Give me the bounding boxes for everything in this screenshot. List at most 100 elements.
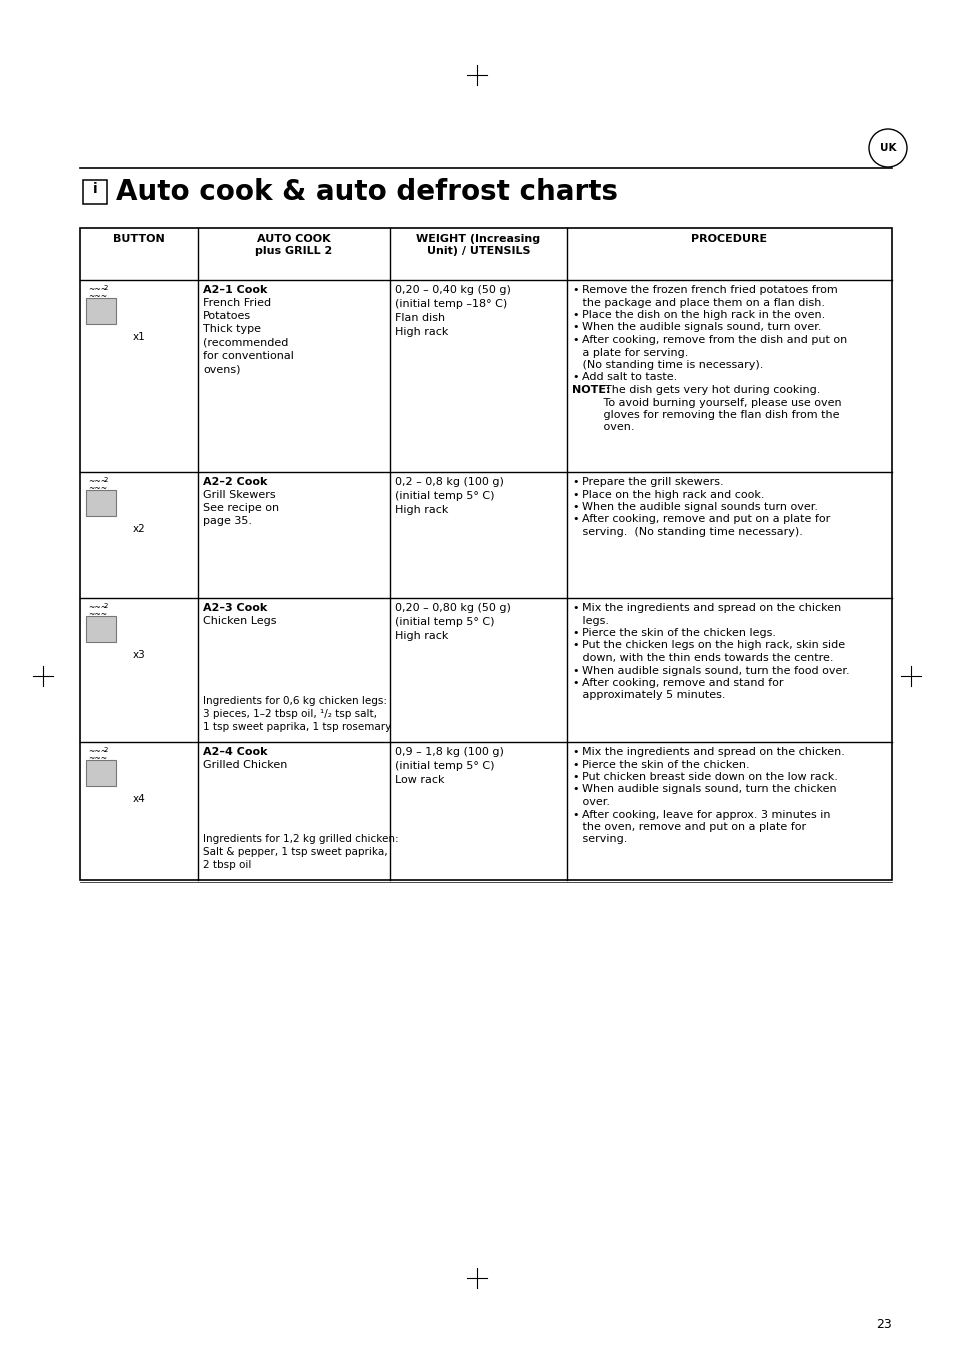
- Text: a plate for serving.: a plate for serving.: [572, 347, 688, 358]
- Text: 3 pieces, 1–2 tbsp oil, ¹/₂ tsp salt,: 3 pieces, 1–2 tbsp oil, ¹/₂ tsp salt,: [203, 709, 376, 719]
- Text: 2: 2: [104, 285, 109, 290]
- Text: Place the dish on the high rack in the oven.: Place the dish on the high rack in the o…: [581, 309, 824, 320]
- Text: French Fried
Potatoes
Thick type
(recommended
for conventional
ovens): French Fried Potatoes Thick type (recomm…: [203, 299, 294, 374]
- Text: Put chicken breast side down on the low rack.: Put chicken breast side down on the low …: [581, 771, 837, 782]
- Text: BUTTON: BUTTON: [113, 234, 165, 245]
- Text: •: •: [572, 666, 578, 676]
- Text: Mix the ingredients and spread on the chicken.: Mix the ingredients and spread on the ch…: [581, 747, 844, 757]
- Text: 2: 2: [104, 747, 109, 753]
- Text: 0,9 – 1,8 kg (100 g)
(initial temp 5° C)
Low rack: 0,9 – 1,8 kg (100 g) (initial temp 5° C)…: [395, 747, 503, 785]
- Text: i: i: [92, 182, 97, 196]
- Text: •: •: [572, 373, 578, 382]
- Text: ~~~: ~~~: [88, 285, 107, 295]
- Text: •: •: [572, 603, 578, 613]
- Text: PROCEDURE: PROCEDURE: [691, 234, 767, 245]
- Text: Mix the ingredients and spread on the chicken: Mix the ingredients and spread on the ch…: [581, 603, 841, 613]
- Text: To avoid burning yourself, please use oven: To avoid burning yourself, please use ov…: [572, 397, 841, 408]
- Text: 0,20 – 0,80 kg (50 g)
(initial temp 5° C)
High rack: 0,20 – 0,80 kg (50 g) (initial temp 5° C…: [395, 603, 511, 640]
- Text: •: •: [572, 503, 578, 512]
- Text: WEIGHT (Increasing
Unit) / UTENSILS: WEIGHT (Increasing Unit) / UTENSILS: [416, 234, 540, 255]
- Text: 0,2 – 0,8 kg (100 g)
(initial temp 5° C)
High rack: 0,2 – 0,8 kg (100 g) (initial temp 5° C)…: [395, 477, 503, 515]
- Text: gloves for removing the flan dish from the: gloves for removing the flan dish from t…: [572, 409, 839, 420]
- Text: Grill Skewers
See recipe on
page 35.: Grill Skewers See recipe on page 35.: [203, 490, 279, 527]
- Text: Remove the frozen french fried potatoes from: Remove the frozen french fried potatoes …: [581, 285, 837, 295]
- Text: x1: x1: [132, 332, 145, 342]
- Text: UK: UK: [879, 143, 895, 153]
- Text: ~~~: ~~~: [88, 477, 107, 486]
- Text: The dish gets very hot during cooking.: The dish gets very hot during cooking.: [598, 385, 820, 394]
- Bar: [80, 228, 891, 880]
- Bar: [86, 761, 116, 786]
- Text: the package and place them on a flan dish.: the package and place them on a flan dis…: [572, 297, 824, 308]
- Text: ~~~: ~~~: [88, 747, 107, 757]
- Text: AUTO COOK
plus GRILL 2: AUTO COOK plus GRILL 2: [255, 234, 333, 255]
- Text: 2 tbsp oil: 2 tbsp oil: [203, 861, 251, 870]
- Text: x3: x3: [132, 650, 145, 661]
- Text: •: •: [572, 747, 578, 757]
- Text: •: •: [572, 489, 578, 500]
- Text: x2: x2: [132, 524, 145, 534]
- Text: 2: 2: [104, 477, 109, 484]
- Text: •: •: [572, 628, 578, 638]
- Text: •: •: [572, 771, 578, 782]
- Text: Pierce the skin of the chicken legs.: Pierce the skin of the chicken legs.: [581, 628, 775, 638]
- Text: After cooking, remove from the dish and put on: After cooking, remove from the dish and …: [581, 335, 846, 345]
- Text: ~~~: ~~~: [88, 611, 107, 619]
- Text: Add salt to taste.: Add salt to taste.: [581, 373, 677, 382]
- Text: Ingredients for 1,2 kg grilled chicken:: Ingredients for 1,2 kg grilled chicken:: [203, 834, 398, 844]
- Text: Auto cook & auto defrost charts: Auto cook & auto defrost charts: [116, 178, 618, 205]
- Bar: [86, 616, 116, 642]
- Text: 1 tsp sweet paprika, 1 tsp rosemary: 1 tsp sweet paprika, 1 tsp rosemary: [203, 721, 391, 732]
- Text: serving.: serving.: [572, 835, 627, 844]
- Text: oven.: oven.: [572, 423, 634, 432]
- Text: legs.: legs.: [572, 616, 608, 626]
- Text: 23: 23: [876, 1319, 891, 1331]
- Text: x4: x4: [132, 794, 145, 804]
- Text: •: •: [572, 678, 578, 688]
- Text: •: •: [572, 335, 578, 345]
- Text: serving.  (No standing time necessary).: serving. (No standing time necessary).: [572, 527, 802, 536]
- Text: Ingredients for 0,6 kg chicken legs:: Ingredients for 0,6 kg chicken legs:: [203, 696, 387, 707]
- Text: ~~~: ~~~: [88, 484, 107, 493]
- Text: •: •: [572, 515, 578, 524]
- Text: over.: over.: [572, 797, 609, 807]
- Text: ~~~: ~~~: [88, 603, 107, 612]
- Text: When the audible signal sounds turn over.: When the audible signal sounds turn over…: [581, 503, 817, 512]
- Text: ~~~: ~~~: [88, 754, 107, 763]
- Bar: [86, 490, 116, 516]
- Text: Put the chicken legs on the high rack, skin side: Put the chicken legs on the high rack, s…: [581, 640, 844, 650]
- Text: •: •: [572, 285, 578, 295]
- Text: A2–3 Cook: A2–3 Cook: [203, 603, 267, 613]
- Bar: [83, 180, 107, 204]
- Text: A2–4 Cook: A2–4 Cook: [203, 747, 267, 757]
- Text: When audible signals sound, turn the food over.: When audible signals sound, turn the foo…: [581, 666, 849, 676]
- Text: approximately 5 minutes.: approximately 5 minutes.: [572, 690, 724, 701]
- Text: •: •: [572, 323, 578, 332]
- Bar: [86, 299, 116, 324]
- Text: •: •: [572, 309, 578, 320]
- Text: A2–1 Cook: A2–1 Cook: [203, 285, 267, 295]
- Text: •: •: [572, 785, 578, 794]
- Text: •: •: [572, 640, 578, 650]
- Text: ~~~: ~~~: [88, 292, 107, 301]
- Text: Place on the high rack and cook.: Place on the high rack and cook.: [581, 489, 763, 500]
- Text: Prepare the grill skewers.: Prepare the grill skewers.: [581, 477, 723, 486]
- Text: •: •: [572, 477, 578, 486]
- Text: Salt & pepper, 1 tsp sweet paprika,: Salt & pepper, 1 tsp sweet paprika,: [203, 847, 387, 857]
- Text: •: •: [572, 759, 578, 770]
- Text: Grilled Chicken: Grilled Chicken: [203, 761, 287, 770]
- Text: A2–2 Cook: A2–2 Cook: [203, 477, 267, 486]
- Text: When the audible signals sound, turn over.: When the audible signals sound, turn ove…: [581, 323, 821, 332]
- Text: Pierce the skin of the chicken.: Pierce the skin of the chicken.: [581, 759, 749, 770]
- Text: After cooking, remove and put on a plate for: After cooking, remove and put on a plate…: [581, 515, 829, 524]
- Text: •: •: [572, 809, 578, 820]
- Text: After cooking, leave for approx. 3 minutes in: After cooking, leave for approx. 3 minut…: [581, 809, 830, 820]
- Text: the oven, remove and put on a plate for: the oven, remove and put on a plate for: [572, 821, 805, 832]
- Text: down, with the thin ends towards the centre.: down, with the thin ends towards the cen…: [572, 653, 833, 663]
- Text: (No standing time is necessary).: (No standing time is necessary).: [572, 359, 762, 370]
- Text: When audible signals sound, turn the chicken: When audible signals sound, turn the chi…: [581, 785, 836, 794]
- Text: 2: 2: [104, 603, 109, 609]
- Text: After cooking, remove and stand for: After cooking, remove and stand for: [581, 678, 782, 688]
- Text: Chicken Legs: Chicken Legs: [203, 616, 276, 626]
- Text: 0,20 – 0,40 kg (50 g)
(initial temp –18° C)
Flan dish
High rack: 0,20 – 0,40 kg (50 g) (initial temp –18°…: [395, 285, 511, 336]
